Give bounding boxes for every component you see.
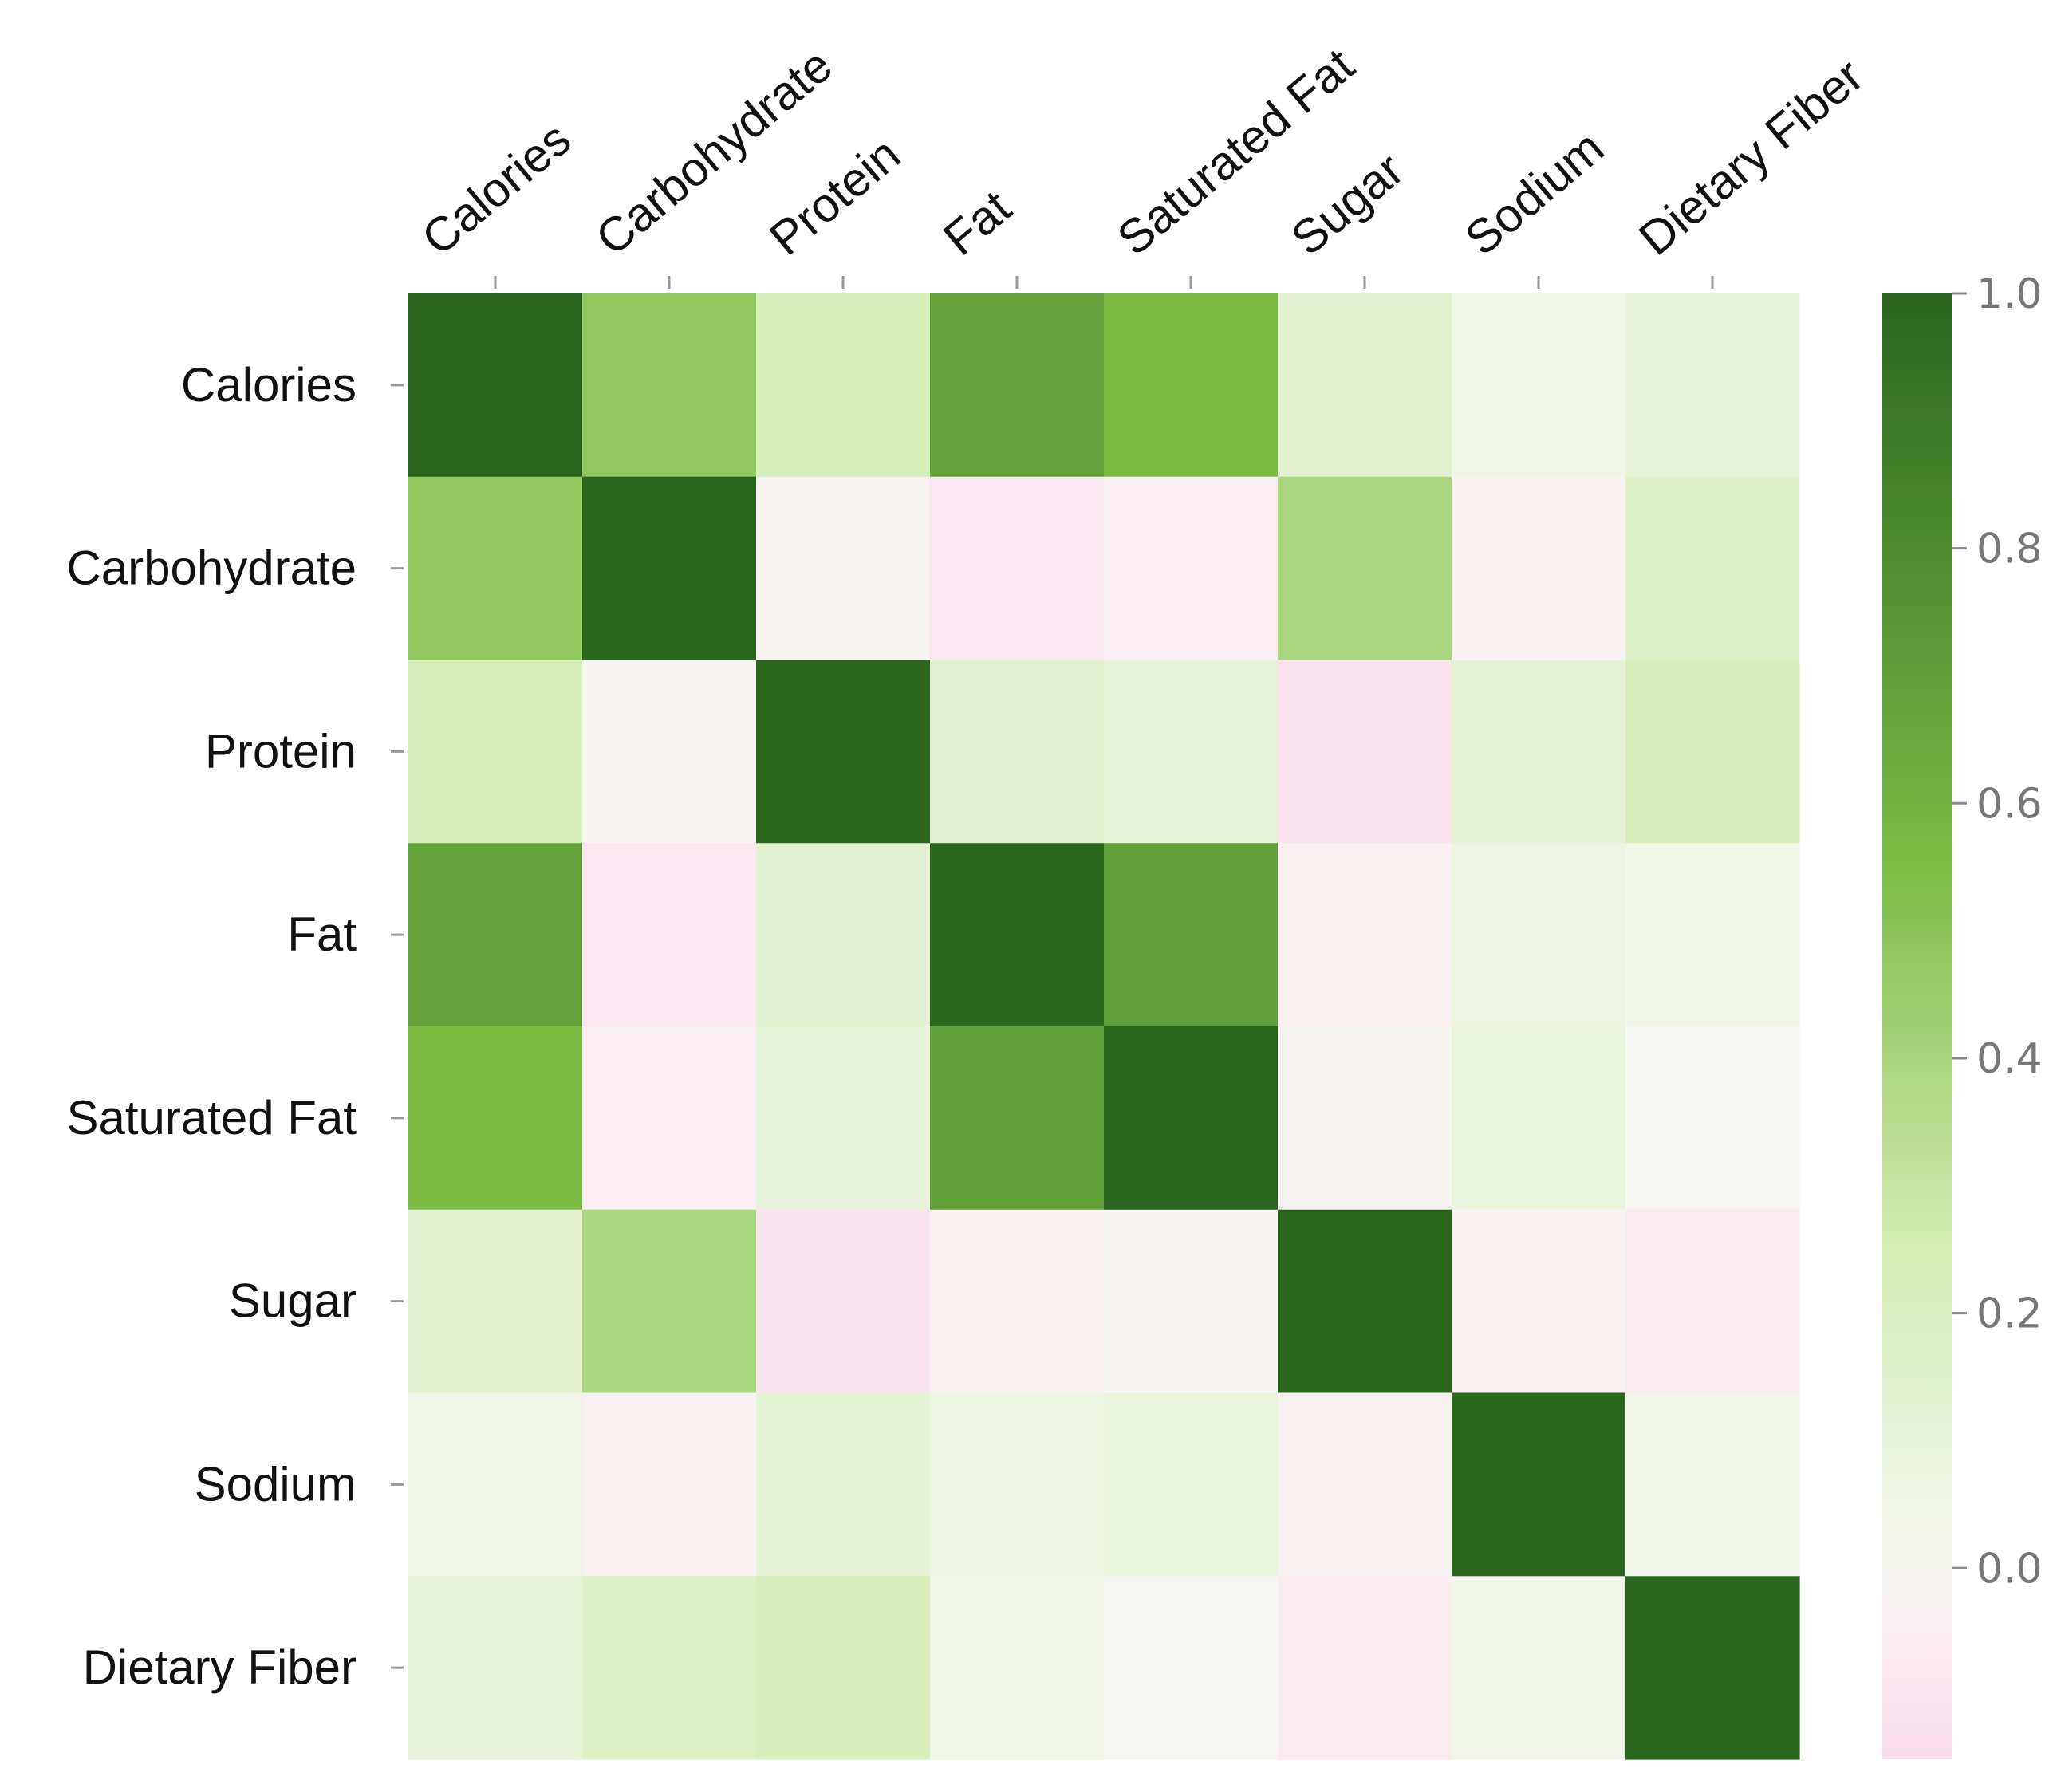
col-label-protein: Protein xyxy=(759,127,910,266)
heatmap-cell-saturated-fat-protein xyxy=(756,1026,931,1211)
heatmap-cell-sodium-dietary-fiber xyxy=(1625,1392,1800,1577)
heatmap-cell-sugar-fat xyxy=(930,1209,1105,1394)
column-ticks xyxy=(494,276,1714,289)
heatmap-cell-fat-protein xyxy=(756,843,931,1027)
heatmap-cell-sodium-fat xyxy=(930,1392,1105,1577)
colorbar-tick-label: 0.0 xyxy=(1976,1545,2043,1593)
heatmap-cell-protein-carbohydrate xyxy=(582,660,757,844)
row-label-saturated-fat: Saturated Fat xyxy=(66,1091,357,1144)
heatmap-cell-saturated-fat-carbohydrate xyxy=(582,1026,757,1211)
heatmap-cell-calories-protein xyxy=(756,293,931,478)
heatmap-cell-calories-sodium xyxy=(1452,293,1626,478)
heatmap-cell-calories-fat xyxy=(930,293,1105,478)
row-labels: Calories Carbohydrate Protein Fat Saturated … xyxy=(66,358,357,1694)
colorbar-tick-label: 0.8 xyxy=(1976,526,2043,573)
heatmap-cell-protein-sugar xyxy=(1278,660,1452,844)
heatmap-cell-protein-calories xyxy=(408,660,583,844)
colorbar-tick-label: 0.4 xyxy=(1976,1035,2043,1083)
heatmap-cells xyxy=(408,293,1800,1760)
heatmap-cell-carbohydrate-sugar xyxy=(1278,476,1452,661)
heatmap-cell-protein-sodium xyxy=(1452,660,1626,844)
col-label-calories: Calories xyxy=(412,112,581,266)
colorbar-tick-label: 0.6 xyxy=(1976,780,2043,828)
row-label-sodium: Sodium xyxy=(195,1457,357,1510)
heatmap-cell-sugar-calories xyxy=(408,1209,583,1394)
colorbar-tick-label: 0.2 xyxy=(1976,1290,2043,1338)
heatmap-cell-sodium-sugar xyxy=(1278,1392,1452,1577)
colorbar: 1.0 0.8 0.6 0.4 0.2 0.0 xyxy=(1882,270,2043,1759)
col-label-sugar: Sugar xyxy=(1281,143,1413,266)
heatmap-cell-fat-calories xyxy=(408,843,583,1027)
heatmap-cell-sugar-carbohydrate xyxy=(582,1209,757,1394)
heatmap-cell-protein-protein xyxy=(756,660,931,844)
heatmap-cell-carbohydrate-fat xyxy=(930,476,1105,661)
heatmap-cell-carbohydrate-saturated-fat xyxy=(1104,476,1279,661)
heatmap-cell-sodium-protein xyxy=(756,1392,931,1577)
heatmap-cell-calories-sugar xyxy=(1278,293,1452,478)
heatmap-cell-protein-saturated-fat xyxy=(1104,660,1279,844)
heatmap-cell-sugar-sodium xyxy=(1452,1209,1626,1394)
heatmap-cell-dietary-fiber-dietary-fiber xyxy=(1625,1576,1800,1760)
heatmap-cell-saturated-fat-calories xyxy=(408,1026,583,1211)
heatmap-cell-saturated-fat-saturated-fat xyxy=(1104,1026,1279,1211)
heatmap-cell-sugar-sugar xyxy=(1278,1209,1452,1394)
heatmap-cell-dietary-fiber-saturated-fat xyxy=(1104,1576,1279,1760)
heatmap-cell-saturated-fat-fat xyxy=(930,1026,1105,1211)
row-label-carbohydrate: Carbohydrate xyxy=(66,542,357,595)
row-label-sugar: Sugar xyxy=(229,1274,357,1328)
heatmap-cell-sodium-saturated-fat xyxy=(1104,1392,1279,1577)
heatmap-cell-fat-fat xyxy=(930,843,1105,1027)
col-label-sodium: Sodium xyxy=(1455,120,1614,266)
heatmap-cell-protein-dietary-fiber xyxy=(1625,660,1800,844)
heatmap-cell-fat-saturated-fat xyxy=(1104,843,1279,1027)
heatmap-cell-sugar-dietary-fiber xyxy=(1625,1209,1800,1394)
heatmap-cell-fat-carbohydrate xyxy=(582,843,757,1027)
col-label-dietary-fiber: Dietary Fiber xyxy=(1629,49,1873,266)
row-label-dietary-fiber: Dietary Fiber xyxy=(83,1640,357,1694)
heatmap-cell-carbohydrate-protein xyxy=(756,476,931,661)
heatmap-cell-saturated-fat-sugar xyxy=(1278,1026,1452,1211)
row-ticks xyxy=(391,384,404,1669)
heatmap-cell-fat-sodium xyxy=(1452,843,1626,1027)
heatmap-cell-saturated-fat-dietary-fiber xyxy=(1625,1026,1800,1211)
heatmap-cell-carbohydrate-sodium xyxy=(1452,476,1626,661)
heatmap-cell-fat-sugar xyxy=(1278,843,1452,1027)
heatmap-cell-carbohydrate-carbohydrate xyxy=(582,476,757,661)
heatmap-cell-sugar-protein xyxy=(756,1209,931,1394)
heatmap-cell-calories-calories xyxy=(408,293,583,478)
heatmap-cell-dietary-fiber-protein xyxy=(756,1576,931,1760)
row-label-fat: Fat xyxy=(287,908,357,961)
heatmap-cell-sodium-carbohydrate xyxy=(582,1392,757,1577)
heatmap-cell-calories-saturated-fat xyxy=(1104,293,1279,478)
heatmap-cell-dietary-fiber-sugar xyxy=(1278,1576,1452,1760)
heatmap-cell-calories-carbohydrate xyxy=(582,293,757,478)
heatmap-cell-carbohydrate-calories xyxy=(408,476,583,661)
heatmap-cell-sodium-calories xyxy=(408,1392,583,1577)
heatmap-cell-protein-fat xyxy=(930,660,1105,844)
col-label-fat: Fat xyxy=(933,180,1021,266)
heatmap-cell-carbohydrate-dietary-fiber xyxy=(1625,476,1800,661)
heatmap-cell-sugar-saturated-fat xyxy=(1104,1209,1279,1394)
heatmap-cell-calories-dietary-fiber xyxy=(1625,293,1800,478)
heatmap-cell-fat-dietary-fiber xyxy=(1625,843,1800,1027)
heatmap-cell-saturated-fat-sodium xyxy=(1452,1026,1626,1211)
heatmap-cell-dietary-fiber-calories xyxy=(408,1576,583,1760)
heatmap-cell-dietary-fiber-sodium xyxy=(1452,1576,1626,1760)
row-label-protein: Protein xyxy=(205,724,357,778)
heatmap-cell-dietary-fiber-carbohydrate xyxy=(582,1576,757,1760)
heatmap-cell-sodium-sodium xyxy=(1452,1392,1626,1577)
heatmap-cell-dietary-fiber-fat xyxy=(930,1576,1105,1760)
row-label-calories: Calories xyxy=(181,358,357,412)
colorbar-gradient xyxy=(1882,293,1952,1759)
colorbar-tick-label: 1.0 xyxy=(1976,270,2043,318)
